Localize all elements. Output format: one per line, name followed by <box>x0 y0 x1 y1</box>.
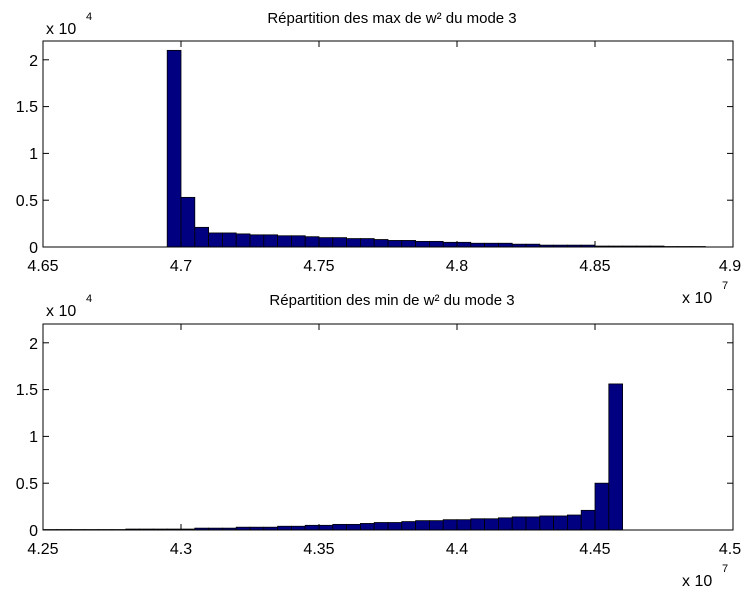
histogram-bar <box>373 522 389 531</box>
y-tick-label: 1.5 <box>16 382 38 399</box>
y-axis-ticks <box>43 59 733 248</box>
histogram-bar <box>580 509 596 531</box>
plot-frame <box>42 323 734 531</box>
histogram-bar <box>442 241 458 248</box>
y-multiplier-label: x 10 <box>46 21 76 38</box>
histogram-bar <box>166 49 182 248</box>
histogram-bar <box>497 517 513 531</box>
y-tick-label: 2 <box>29 53 38 70</box>
histogram-bar <box>373 239 389 248</box>
x-tick-label: 4.4 <box>446 541 468 558</box>
x-tick-label: 4.5 <box>719 541 741 558</box>
histogram-bar <box>277 235 292 248</box>
y-axis-tick-labels: 0 0.5 1 1.5 2 <box>16 336 38 540</box>
y-tick-label: 1.5 <box>16 99 38 116</box>
y-tick-label: 0 <box>29 240 38 257</box>
histogram-bar <box>277 525 292 531</box>
y-multiplier-label: x 10 <box>46 303 76 320</box>
chart-title: Répartition des max de w² du mode 3 <box>267 10 516 27</box>
histogram-bar <box>442 519 458 531</box>
histogram-bar <box>456 241 472 248</box>
histogram-bar <box>359 238 375 248</box>
histogram-bar <box>221 232 237 248</box>
histogram-bar <box>497 242 513 248</box>
histogram-bar <box>608 383 623 531</box>
x-axis-tick-labels: 4.25 4.3 4.35 4.4 4.45 4.5 <box>27 541 741 558</box>
y-exponent-label: 4 <box>86 11 92 23</box>
histogram-bar <box>290 235 306 248</box>
x-exponent-label: 7 <box>722 280 728 292</box>
y-tick-label: 0.5 <box>16 476 38 493</box>
histogram-bar <box>484 518 499 531</box>
chart-panel-min: Répartition des min de w² du mode 3 x 10… <box>16 292 741 590</box>
x-tick-label: 4.35 <box>303 541 334 558</box>
x-tick-label: 4.25 <box>27 541 58 558</box>
histogram-bar <box>387 240 403 248</box>
y-axis-ticks <box>43 342 733 531</box>
histogram-bar <box>567 514 582 531</box>
plot-frame <box>42 40 734 248</box>
histogram-bar <box>553 515 568 531</box>
histogram-bar <box>332 237 347 248</box>
histogram-bar <box>525 516 541 531</box>
histogram-bar <box>387 522 403 531</box>
histogram-bar <box>318 237 334 248</box>
x-axis-ticks <box>42 41 734 247</box>
x-exponent-label: 7 <box>722 563 728 575</box>
histogram-bar <box>304 236 320 248</box>
histogram-bar <box>359 523 375 531</box>
histogram-bar <box>290 525 306 531</box>
y-axis-tick-labels: 0 0.5 1 1.5 2 <box>16 53 38 257</box>
x-tick-label: 4.75 <box>303 258 334 275</box>
x-tick-label: 4.9 <box>719 258 741 275</box>
y-exponent-label: 4 <box>86 293 92 305</box>
x-multiplier-label: x 10 <box>682 290 712 307</box>
histogram-bar <box>318 524 334 531</box>
histogram-bar <box>346 523 361 531</box>
histogram-bar <box>332 523 347 531</box>
x-multiplier-label: x 10 <box>682 573 712 590</box>
histogram-bar <box>470 242 485 248</box>
histogram-bar <box>539 515 554 531</box>
bar-group-min <box>42 383 623 531</box>
histogram-bar <box>594 482 610 531</box>
histogram-bar <box>415 240 430 248</box>
chart-title: Répartition des min de w² du mode 3 <box>269 292 514 309</box>
histogram-bar <box>484 242 499 248</box>
y-tick-label: 1 <box>29 429 38 446</box>
histogram-bar <box>346 238 361 248</box>
x-tick-label: 4.8 <box>446 258 468 275</box>
histogram-bar <box>401 240 416 248</box>
chart-panel-max: Répartition des max de w² du mode 3 x 10… <box>16 10 741 307</box>
histogram-bar <box>415 520 430 531</box>
histogram-bar <box>249 234 265 248</box>
x-axis-tick-labels: 4.65 4.7 4.75 4.8 4.85 4.9 <box>27 258 741 275</box>
y-tick-label: 2 <box>29 336 38 353</box>
histogram-bar <box>304 524 320 531</box>
x-tick-label: 4.65 <box>27 258 58 275</box>
histogram-bar <box>428 240 444 248</box>
histogram-bar <box>470 518 485 531</box>
bar-group-max <box>166 49 706 248</box>
histogram-bar <box>401 521 416 531</box>
histogram-bar <box>194 226 210 248</box>
histogram-bar <box>456 519 472 531</box>
x-tick-label: 4.45 <box>579 541 610 558</box>
x-tick-label: 4.85 <box>579 258 610 275</box>
y-tick-label: 0 <box>29 523 38 540</box>
histogram-bar <box>428 520 444 531</box>
y-tick-label: 1 <box>29 146 38 163</box>
histogram-bar <box>263 234 278 248</box>
y-tick-label: 0.5 <box>16 193 38 210</box>
histogram-bar <box>235 233 251 248</box>
x-tick-label: 4.3 <box>170 541 192 558</box>
x-axis-ticks <box>42 324 734 530</box>
histogram-bar <box>208 232 223 248</box>
x-tick-label: 4.7 <box>170 258 192 275</box>
histogram-bar <box>180 196 196 248</box>
histogram-bar <box>511 516 527 531</box>
